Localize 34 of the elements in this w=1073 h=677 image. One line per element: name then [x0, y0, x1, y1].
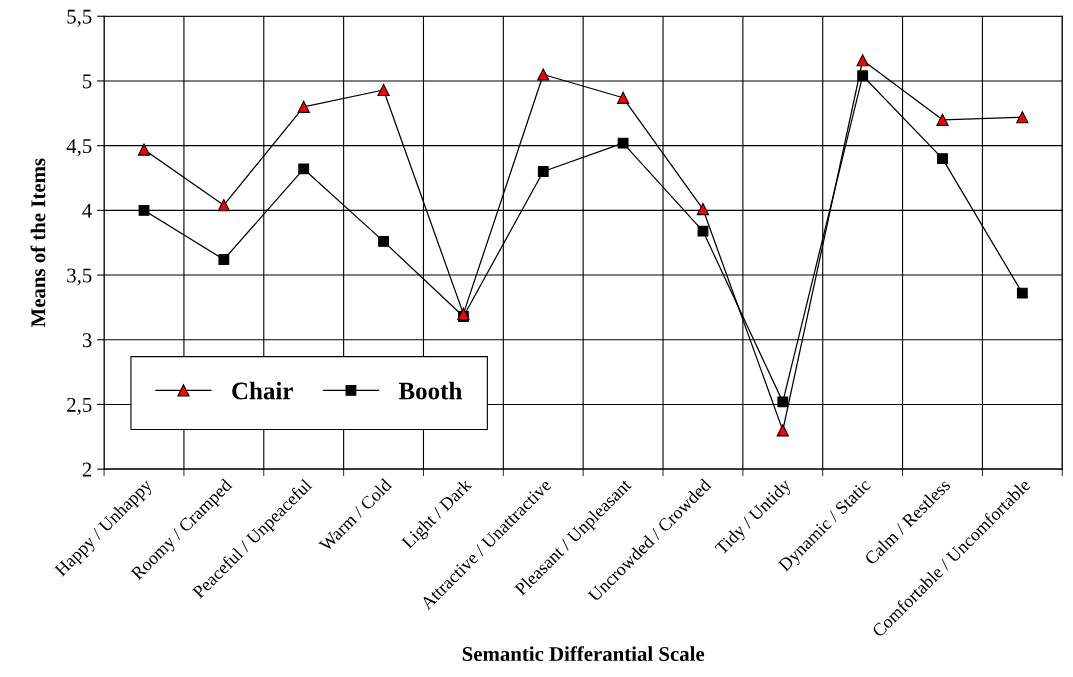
point — [777, 396, 789, 408]
y-tick-label: 4,5 — [66, 139, 92, 157]
y-tick-label: 2 — [82, 462, 92, 477]
point — [217, 199, 230, 212]
point — [297, 100, 310, 113]
point — [537, 166, 549, 177]
point — [377, 83, 390, 97]
point — [138, 204, 150, 216]
point — [936, 113, 949, 126]
y-tick-label: 3,5 — [67, 268, 92, 286]
point — [137, 143, 151, 156]
point — [617, 137, 629, 149]
point — [1016, 287, 1028, 299]
point — [218, 254, 230, 265]
y-tick-label: 5,5 — [67, 9, 92, 27]
y-tick-label: 5 — [83, 74, 92, 89]
point — [856, 54, 869, 67]
legend-label: Booth — [398, 381, 462, 400]
x-axis-title: Semantic Differantial Scale — [462, 646, 705, 662]
point — [298, 163, 310, 175]
point — [696, 202, 710, 216]
point — [378, 235, 389, 247]
point — [537, 68, 550, 81]
point — [1016, 111, 1029, 124]
point — [937, 153, 948, 165]
point — [457, 307, 470, 320]
y-tick-label: 2,5 — [67, 397, 92, 415]
point — [857, 70, 869, 82]
y-tick-label: 3 — [82, 333, 92, 348]
point — [616, 91, 630, 104]
y-axis-title: Means of the Items — [30, 158, 46, 328]
legend-label: Chair — [232, 381, 293, 400]
point — [776, 424, 789, 437]
y-tick-label: 4 — [82, 203, 92, 218]
